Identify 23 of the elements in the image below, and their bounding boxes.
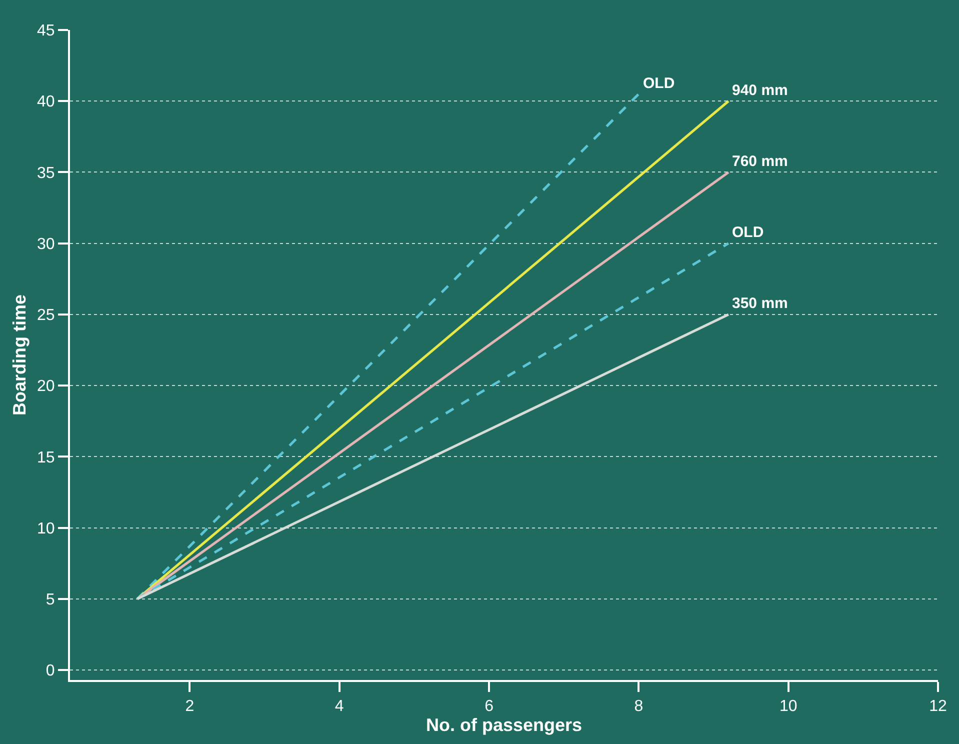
series-label: 350 mm bbox=[732, 295, 788, 312]
series-label: OLD bbox=[643, 75, 675, 92]
y-tick-label: 40 bbox=[37, 94, 55, 111]
y-tick-label: 25 bbox=[37, 307, 55, 324]
y-tick-label: 35 bbox=[37, 164, 55, 182]
series-label: OLD bbox=[732, 224, 764, 241]
series-label: 760 mm bbox=[732, 153, 788, 170]
x-tick-label: 2 bbox=[185, 698, 194, 716]
y-tick-label: 15 bbox=[37, 449, 55, 466]
x-axis-title: No. of passengers bbox=[426, 715, 582, 736]
x-tick-label: 10 bbox=[779, 698, 798, 716]
y-tick-label: 0 bbox=[46, 662, 55, 680]
x-tick-label: 4 bbox=[334, 698, 344, 716]
y-tick-label: 5 bbox=[46, 592, 55, 609]
y-tick-label: 30 bbox=[37, 236, 55, 253]
x-tick-label: 8 bbox=[634, 698, 644, 716]
y-tick-label: 20 bbox=[37, 378, 55, 396]
x-tick-label: 6 bbox=[484, 698, 494, 716]
y-tick-label: 45 bbox=[37, 22, 55, 40]
y-tick-label: 10 bbox=[37, 520, 55, 538]
series-label: 940 mm bbox=[732, 82, 788, 99]
x-tick-label: 12 bbox=[929, 698, 947, 716]
y-axis-title: Boarding time bbox=[10, 294, 30, 416]
